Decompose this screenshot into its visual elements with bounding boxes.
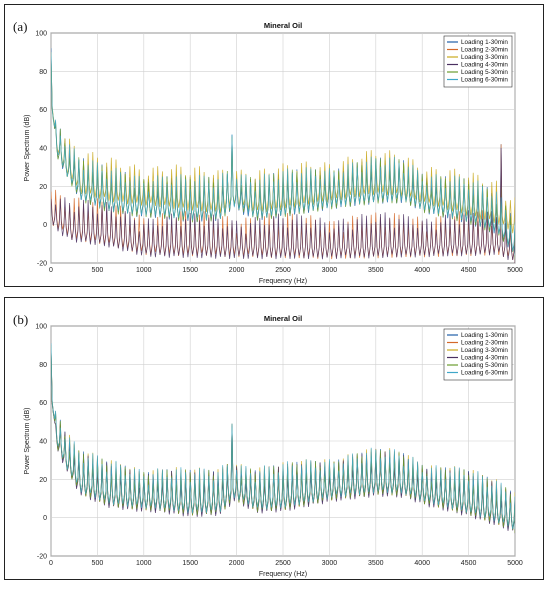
series-line-6: [51, 52, 515, 256]
y-tick-label: 60: [39, 400, 47, 407]
legend-entry: Loading 5-30min: [461, 362, 508, 369]
x-tick-label: 3000: [322, 267, 338, 274]
x-tick-label: 2000: [229, 560, 245, 567]
x-tick-label: 2500: [275, 560, 291, 567]
x-tick-label: 5000: [507, 560, 523, 567]
y-tick-label: -20: [37, 261, 47, 268]
legend-entry: Loading 6-30min: [461, 370, 508, 377]
legend-entry: Loading 4-30min: [461, 355, 508, 362]
x-tick-label: 0: [49, 267, 53, 274]
x-tick-label: 1000: [136, 560, 152, 567]
panel-label: (a): [13, 19, 28, 34]
x-tick-label: 1000: [136, 267, 152, 274]
y-axis-label: Power Spectrum (dB): [24, 408, 31, 475]
x-tick-label: 3500: [368, 267, 384, 274]
legend-entry: Loading 6-30min: [461, 77, 508, 84]
x-tick-label: 3000: [322, 560, 338, 567]
y-tick-label: 100: [35, 324, 47, 331]
legend-entry: Loading 4-30min: [461, 62, 508, 69]
x-tick-label: 2500: [275, 267, 291, 274]
legend-entry: Loading 5-30min: [461, 69, 508, 76]
legend-entry: Loading 1-30min: [461, 332, 508, 339]
y-tick-label: 20: [39, 477, 47, 484]
y-tick-label: 80: [39, 69, 47, 76]
x-axis-label: Frequency (Hz): [259, 278, 307, 285]
series-line-4: [51, 147, 515, 263]
legend-entry: Loading 2-30min: [461, 340, 508, 347]
x-axis-label: Frequency (Hz): [259, 571, 307, 578]
chart-title: Mineral Oil: [264, 314, 302, 323]
x-tick-label: 2000: [229, 267, 245, 274]
y-tick-label: 60: [39, 107, 47, 114]
panel-label: (b): [13, 312, 29, 327]
y-tick-label: -20: [37, 554, 47, 561]
x-tick-label: 500: [92, 560, 104, 567]
y-tick-label: 40: [39, 146, 47, 153]
y-tick-label: 100: [35, 31, 47, 38]
y-tick-label: 0: [43, 515, 47, 522]
legend-entry: Loading 3-30min: [461, 347, 508, 354]
x-tick-label: 4000: [414, 267, 430, 274]
y-tick-label: 20: [39, 184, 47, 191]
x-tick-label: 500: [92, 267, 104, 274]
chart-svg: 0 500 1000 1500 2000 2500 3000 3500 4000 4500 5000…: [24, 21, 523, 285]
legend-box: [443, 35, 513, 88]
series-line-6: [51, 343, 515, 530]
y-tick-label: 40: [39, 439, 47, 446]
legend-entry: Loading 2-30min: [461, 47, 508, 54]
legend-entry: Loading 3-30min: [461, 54, 508, 61]
chart-panel-a: (a) 0 500 1000 1500 2000 2500 3000 3500 4000 4500…: [4, 4, 544, 287]
x-tick-label: 1500: [182, 267, 198, 274]
legend-box: [443, 328, 513, 381]
x-tick-label: 0: [49, 560, 53, 567]
x-tick-label: 3500: [368, 560, 384, 567]
x-tick-label: 1500: [182, 560, 198, 567]
x-tick-label: 4500: [461, 560, 477, 567]
chart-svg: 0 500 1000 1500 2000 2500 3000 3500 4000 4500 5000…: [24, 314, 523, 578]
y-tick-label: 0: [43, 222, 47, 229]
chart-title: Mineral Oil: [264, 21, 302, 30]
legend-entry: Loading 1-30min: [461, 39, 508, 46]
chart-panel-b: (b) 0 500 1000 1500 2000 2500 3000 3500 4000 4500…: [4, 297, 544, 580]
x-tick-label: 4000: [414, 560, 430, 567]
y-tick-label: 80: [39, 362, 47, 369]
y-axis-label: Power Spectrum (dB): [24, 115, 31, 182]
x-tick-label: 4500: [461, 267, 477, 274]
x-tick-label: 5000: [507, 267, 523, 274]
